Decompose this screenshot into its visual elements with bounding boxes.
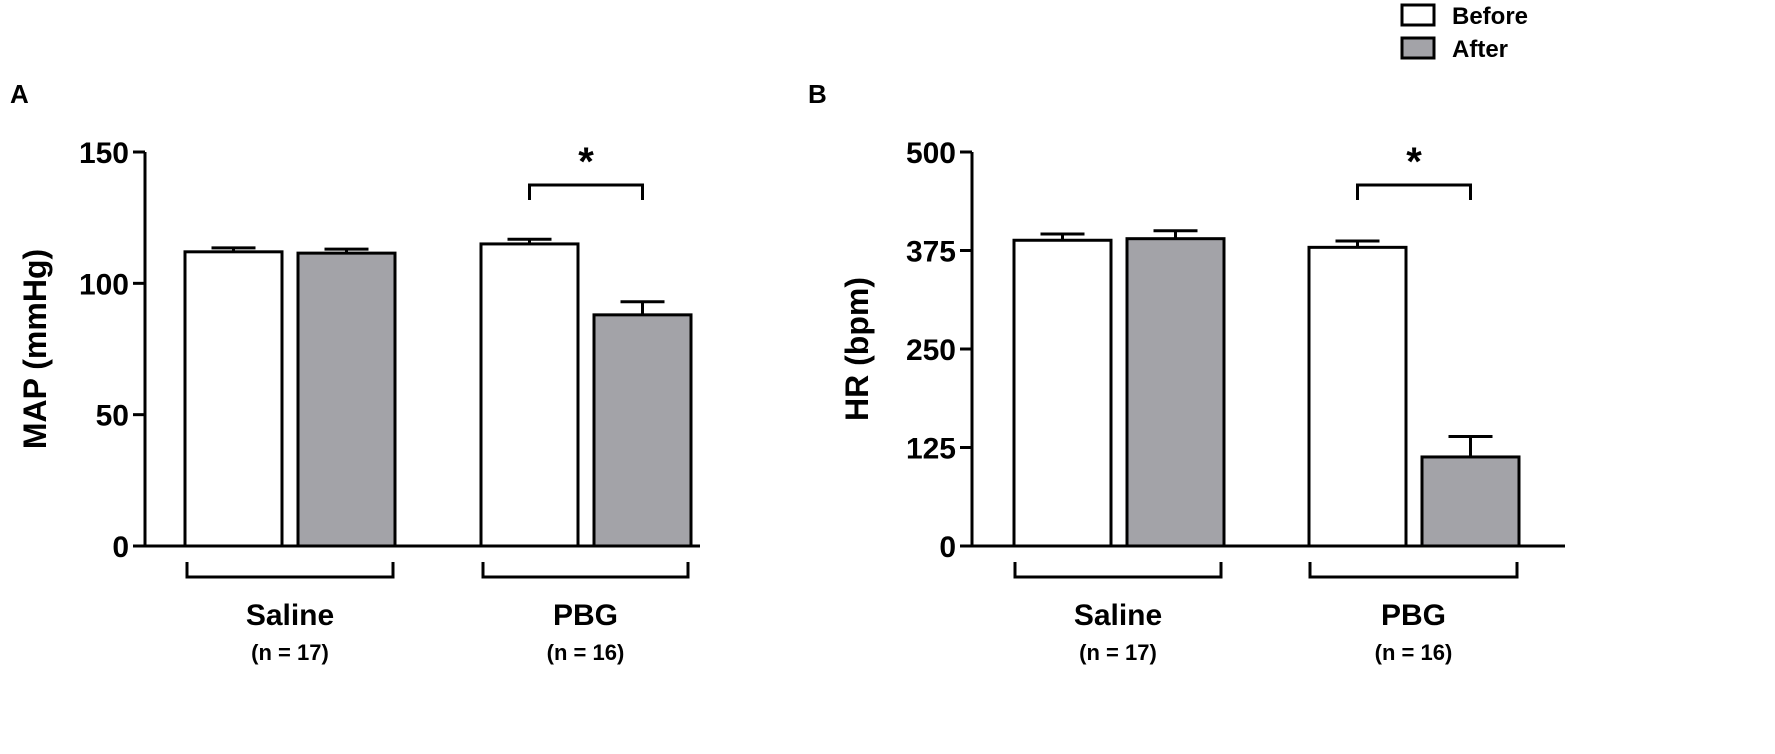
y-tick-label: 150 xyxy=(79,137,129,170)
legend-swatch xyxy=(1400,3,1436,27)
legend-label: Before xyxy=(1452,3,1528,30)
bar-before-pbg xyxy=(1307,245,1408,548)
group-bracket xyxy=(185,562,395,579)
panel-letter: A xyxy=(10,79,29,109)
y-tick-label: 50 xyxy=(96,400,129,433)
bar-before-pbg xyxy=(479,242,580,548)
legend-swatch xyxy=(1400,36,1436,60)
panel-letter: B xyxy=(808,79,827,109)
group-bracket xyxy=(481,562,690,579)
sample-size-label: (n = 16) xyxy=(1375,640,1453,665)
bar-after-saline xyxy=(1125,237,1226,548)
y-tick-label: 500 xyxy=(906,137,956,170)
group-bracket xyxy=(1308,562,1519,579)
sample-size-label: (n = 16) xyxy=(547,640,625,665)
bar-before-saline xyxy=(183,250,284,548)
y-tick-label: 125 xyxy=(906,433,956,466)
legend-label: After xyxy=(1452,36,1508,63)
group-bracket xyxy=(1013,562,1223,579)
panel-b: B 0 125 250 375 500 HR (bpm) Saline (n = 17) PBG (… xyxy=(808,79,1565,665)
bar-before-saline xyxy=(1012,238,1113,548)
category-label: Saline xyxy=(246,599,334,632)
bar-after-pbg xyxy=(1420,455,1521,548)
y-axis-title: HR (bpm) xyxy=(839,277,875,421)
significance-marker: * xyxy=(578,140,594,184)
y-tick-label: 375 xyxy=(906,236,956,269)
significance-marker: * xyxy=(1406,140,1422,184)
y-tick-label: 100 xyxy=(79,268,129,301)
legend: Before After xyxy=(1400,3,1528,63)
panel-a: A 0 50 100 150 MAP (mmHg) Saline (n = 17) PBG (n … xyxy=(10,79,700,665)
y-axis-title: MAP (mmHg) xyxy=(17,249,53,449)
category-label: Saline xyxy=(1074,599,1162,632)
sample-size-label: (n = 17) xyxy=(251,640,329,665)
y-tick-label: 250 xyxy=(906,334,956,367)
y-tick-label: 0 xyxy=(112,531,129,564)
bar-after-saline xyxy=(296,251,397,548)
sample-size-label: (n = 17) xyxy=(1079,640,1157,665)
category-label: PBG xyxy=(1381,599,1446,632)
bar-after-pbg xyxy=(592,313,693,548)
significance-bracket xyxy=(528,183,644,200)
significance-bracket xyxy=(1356,183,1472,200)
y-tick-label: 0 xyxy=(939,531,956,564)
category-label: PBG xyxy=(553,599,618,632)
